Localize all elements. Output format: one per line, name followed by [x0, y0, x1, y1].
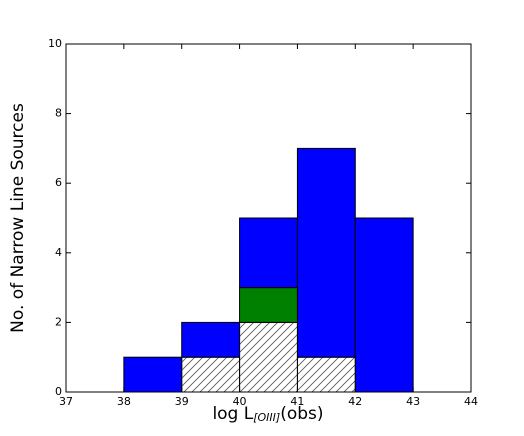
x-tick-label: 40: [233, 395, 247, 408]
histogram-bar: [239, 217, 298, 289]
x-tick-label: 39: [175, 395, 189, 408]
y-tick-label: 10: [48, 37, 62, 50]
y-tick-label: 6: [55, 176, 62, 189]
x-tick-label: 44: [464, 395, 478, 408]
x-tick-label: 41: [290, 395, 304, 408]
x-label-sub: [OIII]: [253, 411, 280, 424]
histogram-bar: [354, 217, 414, 393]
histogram-bar: [296, 356, 356, 393]
x-label-main: log L: [212, 404, 253, 424]
y-tick-label: 2: [55, 315, 62, 328]
x-label-end: (obs): [280, 404, 323, 424]
x-axis-label: log L[OIII](obs): [212, 404, 323, 424]
histogram-bar: [239, 287, 298, 323]
histogram-bar: [239, 321, 298, 393]
y-tick-label: 4: [55, 246, 62, 259]
histogram-bar: [296, 147, 356, 358]
y-tick-label: 0: [55, 385, 62, 398]
plot-frame: [65, 43, 472, 393]
histogram-bar: [181, 321, 241, 358]
y-axis-label: No. of Narrow Line Sources: [8, 103, 28, 333]
x-tick-label: 38: [117, 395, 131, 408]
x-tick-label: 43: [406, 395, 420, 408]
x-tick-label: 42: [348, 395, 362, 408]
histogram-bar: [181, 356, 241, 393]
plot-area: 37 38 39 40 41 42 43 44 0 2 4 6 8 10: [48, 37, 478, 408]
y-tick-label: 8: [55, 107, 62, 120]
histogram-bar: [123, 356, 183, 393]
x-tick-label: 37: [59, 395, 73, 408]
